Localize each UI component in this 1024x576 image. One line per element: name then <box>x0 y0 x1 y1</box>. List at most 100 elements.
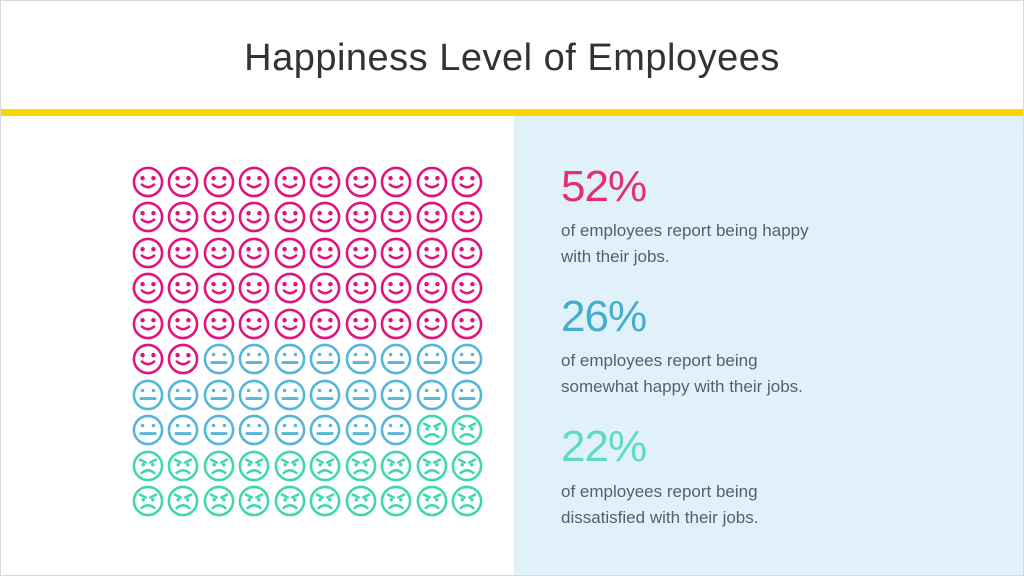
happy-face-icon <box>272 164 308 200</box>
happy-face-icon <box>414 200 450 236</box>
happy-face-icon <box>201 235 237 271</box>
angry-face-icon <box>166 448 202 484</box>
meh-face-icon <box>343 413 379 449</box>
angry-face-icon <box>308 484 344 520</box>
happy-face-icon <box>450 200 486 236</box>
happy-face-icon <box>166 306 202 342</box>
angry-face-icon <box>414 448 450 484</box>
happy-face-icon <box>343 164 379 200</box>
happy-face-icon <box>343 200 379 236</box>
happy-face-icon <box>308 306 344 342</box>
angry-face-icon <box>343 448 379 484</box>
stat-somewhat-happy: 26% of employees report being somewhat h… <box>561 293 995 400</box>
angry-face-icon <box>379 448 415 484</box>
happy-face-icon <box>201 164 237 200</box>
happy-face-icon <box>450 164 486 200</box>
happy-face-icon <box>414 271 450 307</box>
meh-face-icon <box>201 377 237 413</box>
meh-face-icon <box>237 377 273 413</box>
stat-somewhat-happy-desc-line1: of employees report being <box>561 351 758 371</box>
angry-face-icon <box>272 484 308 520</box>
happy-face-icon <box>414 235 450 271</box>
happy-face-icon <box>379 164 415 200</box>
meh-face-icon <box>308 413 344 449</box>
happy-face-icon <box>343 235 379 271</box>
happy-face-icon <box>130 200 166 236</box>
happy-face-icon <box>201 306 237 342</box>
stat-happy-value: 52% <box>561 162 647 211</box>
angry-face-icon <box>343 484 379 520</box>
angry-face-icon <box>414 413 450 449</box>
angry-face-icon <box>308 448 344 484</box>
meh-face-icon <box>201 413 237 449</box>
happy-face-icon <box>237 306 273 342</box>
happy-face-icon <box>130 271 166 307</box>
meh-face-icon <box>343 377 379 413</box>
meh-face-icon <box>414 377 450 413</box>
happy-face-icon <box>450 235 486 271</box>
meh-face-icon <box>201 342 237 378</box>
happy-face-icon <box>343 306 379 342</box>
stat-happy: 52% of employees report being happy with… <box>561 162 995 270</box>
pictograph-grid <box>130 164 486 520</box>
meh-face-icon <box>272 342 308 378</box>
happy-face-icon <box>237 200 273 236</box>
happy-face-icon <box>166 164 202 200</box>
stat-dissatisfied-description: of employees report being dissatisfied w… <box>561 479 995 531</box>
stat-dissatisfied-desc-line1: of employees report being <box>561 481 758 501</box>
happy-face-icon <box>379 306 415 342</box>
angry-face-icon <box>450 484 486 520</box>
happy-face-icon <box>130 164 166 200</box>
angry-face-icon <box>450 448 486 484</box>
angry-face-icon <box>237 484 273 520</box>
happy-face-icon <box>379 235 415 271</box>
happy-face-icon <box>308 200 344 236</box>
stat-happy-description: of employees report being happy with the… <box>561 218 995 270</box>
happy-face-icon <box>414 306 450 342</box>
page-title: Happiness Level of Employees <box>244 37 780 79</box>
stat-happy-desc-line2: with their jobs. <box>561 247 670 267</box>
meh-face-icon <box>272 377 308 413</box>
happy-face-icon <box>166 271 202 307</box>
happy-face-icon <box>166 235 202 271</box>
stat-dissatisfied: 22% of employees report being dissatisfi… <box>561 424 995 530</box>
angry-face-icon <box>130 484 166 520</box>
happy-face-icon <box>272 235 308 271</box>
happy-face-icon <box>237 235 273 271</box>
angry-face-icon <box>166 484 202 520</box>
stat-somewhat-happy-description: of employees report being somewhat happy… <box>561 348 995 400</box>
stat-dissatisfied-desc-line2: dissatisfied with their jobs. <box>561 507 759 527</box>
angry-face-icon <box>450 413 486 449</box>
happy-face-icon <box>450 306 486 342</box>
accent-bar <box>1 109 1023 116</box>
happy-face-icon <box>201 271 237 307</box>
meh-face-icon <box>308 342 344 378</box>
angry-face-icon <box>201 484 237 520</box>
happy-face-icon <box>379 271 415 307</box>
happy-face-icon <box>130 306 166 342</box>
happy-face-icon <box>130 342 166 378</box>
happy-face-icon <box>414 164 450 200</box>
happy-face-icon <box>130 235 166 271</box>
happy-face-icon <box>237 271 273 307</box>
happy-face-icon <box>272 306 308 342</box>
happy-face-icon <box>272 200 308 236</box>
happy-face-icon <box>201 200 237 236</box>
meh-face-icon <box>272 413 308 449</box>
angry-face-icon <box>237 448 273 484</box>
meh-face-icon <box>166 413 202 449</box>
happy-face-icon <box>343 271 379 307</box>
meh-face-icon <box>379 342 415 378</box>
happy-face-icon <box>308 271 344 307</box>
angry-face-icon <box>201 448 237 484</box>
meh-face-icon <box>343 342 379 378</box>
meh-face-icon <box>130 377 166 413</box>
meh-face-icon <box>450 342 486 378</box>
meh-face-icon <box>237 342 273 378</box>
happy-face-icon <box>308 235 344 271</box>
happy-face-icon <box>379 200 415 236</box>
meh-face-icon <box>414 342 450 378</box>
happy-face-icon <box>308 164 344 200</box>
meh-face-icon <box>379 413 415 449</box>
happy-face-icon <box>450 271 486 307</box>
